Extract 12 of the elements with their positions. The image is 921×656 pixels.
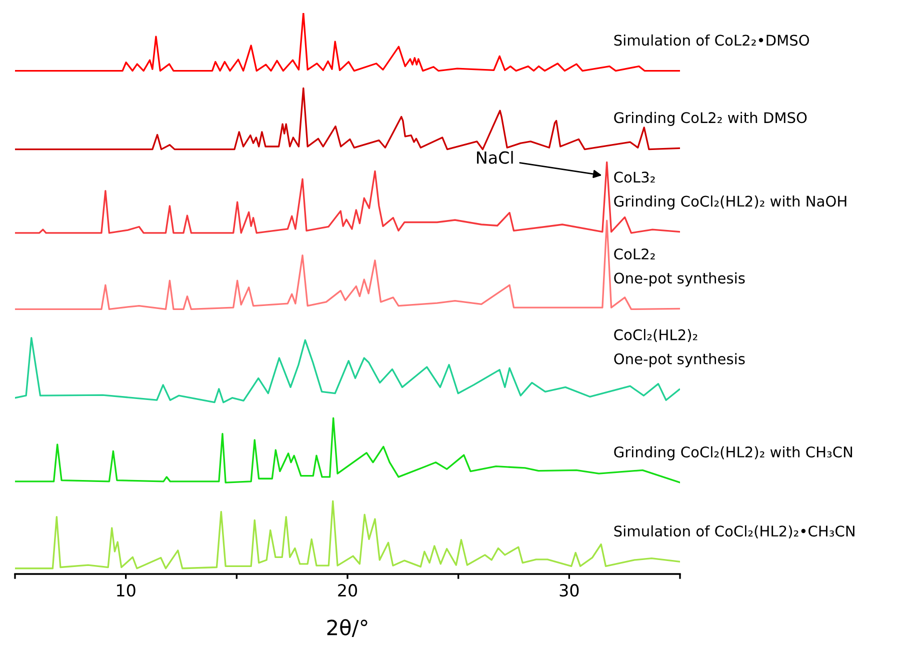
series-label: Grinding CoCl₂(HL2)₂ with CH₃CN <box>614 446 852 460</box>
series-label: Grinding CoL2₂ with DMSO <box>614 112 807 126</box>
annotation: NaCl <box>477 150 513 164</box>
series-label: Simulation of CoCl₂(HL2)₂•CH₃CN <box>614 525 854 538</box>
series-label: Simulation of CoL2₂•DMSO <box>614 34 810 46</box>
x-tick-label: 10 <box>117 584 136 597</box>
series-label: CoCl₂(HL2)₂ One-pot synthesis <box>614 329 745 368</box>
x-axis-title: 2θ/° <box>327 619 368 638</box>
series-label: CoL3₂ Grinding CoCl₂(HL2)₂ with NaOH <box>614 172 846 210</box>
series-label: CoL2₂ One-pot synthesis <box>614 248 745 286</box>
x-tick-label: 20 <box>338 584 357 597</box>
x-tick-label: 30 <box>560 584 579 597</box>
